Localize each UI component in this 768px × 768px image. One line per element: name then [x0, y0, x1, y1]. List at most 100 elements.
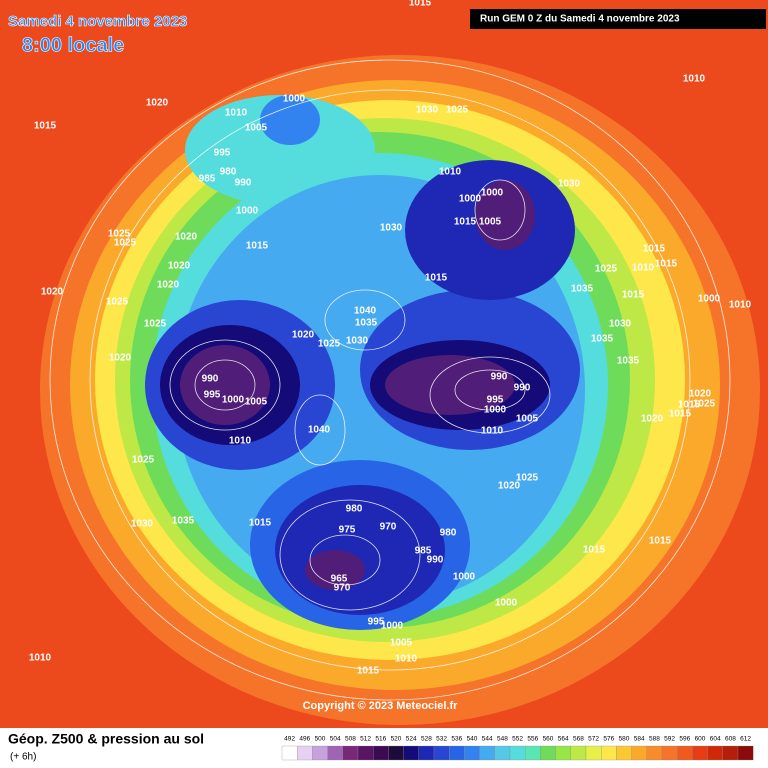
scale-tick-label: 540 — [467, 736, 478, 743]
pressure-label: 1005 — [479, 217, 502, 228]
pressure-label: 1015 — [643, 244, 666, 255]
scale-tick-label: 520 — [391, 736, 402, 743]
scale-tick-label: 592 — [664, 736, 675, 743]
pressure-label: 1010 — [395, 654, 418, 665]
pressure-label: 1035 — [172, 516, 195, 527]
pressure-label: 995 — [214, 148, 231, 159]
pressure-label: 1015 — [583, 545, 606, 556]
pressure-label: 1030 — [131, 519, 154, 530]
scale-swatch — [373, 745, 389, 761]
color-scale: 492 496 500 504 508 512 516 520 524 528 532 536 540 5… — [281, 736, 754, 761]
scale-swatch — [464, 745, 480, 761]
scale-tick-label: 552 — [512, 736, 523, 743]
scale-tick-label: 532 — [436, 736, 447, 743]
scale-swatch — [418, 745, 435, 761]
scale-tick-label: 500 — [315, 736, 326, 743]
pressure-label: 970 — [334, 583, 351, 594]
footer-lead: (+ 6h) — [10, 752, 36, 763]
pressure-label: 995 — [204, 390, 221, 401]
scale-swatch — [707, 745, 723, 761]
scale-swatch — [357, 745, 374, 761]
pressure-label: 1000 — [222, 395, 245, 406]
pressure-label: 1025 — [132, 455, 155, 466]
pressure-label: 1025 — [114, 238, 137, 249]
pressure-label: 1020 — [175, 232, 198, 243]
pressure-label: 1010 — [481, 426, 504, 437]
pressure-label: 1010 — [632, 263, 655, 274]
scale-tick-label: 560 — [543, 736, 554, 743]
pressure-label: 1020 — [109, 353, 132, 364]
pressure-label: 985 — [199, 174, 216, 185]
scale-swatch — [646, 745, 663, 761]
pressure-label: 1020 — [157, 280, 180, 291]
pressure-label: 1035 — [355, 318, 378, 329]
pressure-label: 980 — [346, 504, 363, 515]
pressure-label: 1040 — [308, 425, 331, 436]
scale-tick-label: 516 — [375, 736, 386, 743]
pressure-label: 1030 — [558, 179, 581, 190]
pressure-label: 1015 — [649, 536, 672, 547]
scale-swatch — [509, 745, 526, 761]
scale-tick-label: 504 — [330, 736, 341, 743]
pressure-label: 1015 — [246, 241, 269, 252]
scale-swatch — [281, 745, 298, 761]
pressure-label: 1015 — [622, 290, 645, 301]
scale-swatch — [555, 745, 571, 761]
scale-swatch — [677, 745, 693, 761]
scale-swatch — [388, 745, 404, 761]
scale-swatch — [479, 745, 495, 761]
scale-tick-label: 608 — [725, 736, 736, 743]
pressure-label: 1005 — [245, 123, 268, 134]
pressure-label: 1005 — [390, 638, 413, 649]
scale-tick-label: 524 — [406, 736, 417, 743]
scale-swatch — [312, 745, 328, 761]
scale-swatch — [342, 745, 359, 761]
scale-tick-label: 588 — [649, 736, 660, 743]
scale-swatch — [661, 745, 678, 761]
scale-tick-label: 556 — [527, 736, 538, 743]
pressure-label: 1015 — [249, 518, 272, 529]
scale-swatch — [692, 745, 708, 761]
pressure-label: 1010 — [729, 300, 752, 311]
pressure-label: 990 — [514, 383, 531, 394]
pressure-label: 1015 — [669, 409, 692, 420]
scale-tick-label: 580 — [619, 736, 630, 743]
copyright: Copyright © 2023 Meteociel.fr — [303, 700, 459, 712]
scale-tick-label: 584 — [634, 736, 645, 743]
scale-swatch — [449, 745, 465, 761]
pressure-label: 1015 — [678, 400, 701, 411]
scale-tick-label: 536 — [451, 736, 462, 743]
pressure-label: 1030 — [346, 336, 369, 347]
pressure-label: 1020 — [168, 261, 191, 272]
pressure-label: 1020 — [146, 98, 169, 109]
date-label: Samedi 4 novembre 2023 — [8, 13, 187, 30]
scale-tick-label: 572 — [588, 736, 599, 743]
pressure-label: 1000 — [484, 405, 507, 416]
scale-swatch — [403, 745, 419, 761]
pressure-label: 1025 — [693, 399, 716, 410]
pressure-label: 1000 — [236, 206, 259, 217]
run-label: Run GEM 0 Z du Samedi 4 novembre 2023 — [480, 14, 680, 25]
isobars — [49, 59, 731, 701]
scale-swatch — [570, 745, 587, 761]
pressure-label: 1025 — [106, 297, 129, 308]
pressure-label: 1035 — [617, 356, 640, 367]
scale-swatch — [540, 745, 556, 761]
scale-tick-label: 548 — [497, 736, 508, 743]
scale-tick-label: 604 — [710, 736, 721, 743]
scale-tick-label: 568 — [573, 736, 584, 743]
pressure-label: 1015 — [34, 121, 57, 132]
pressure-label: 1035 — [571, 284, 594, 295]
pressure-label: 1000 — [459, 194, 482, 205]
scale-swatch — [494, 745, 511, 761]
pressure-label: 1000 — [283, 94, 306, 105]
pressure-label: 990 — [235, 178, 252, 189]
pressure-label: 990 — [202, 374, 219, 385]
pressure-label: 1025 — [446, 105, 469, 116]
pressure-label: 1025 — [516, 473, 539, 484]
pressure-label: 1030 — [416, 105, 439, 116]
pressure-label: 1010 — [29, 653, 52, 664]
pressure-label: 1000 — [495, 598, 518, 609]
scale-swatch — [525, 745, 541, 761]
scale-swatch — [737, 745, 754, 761]
